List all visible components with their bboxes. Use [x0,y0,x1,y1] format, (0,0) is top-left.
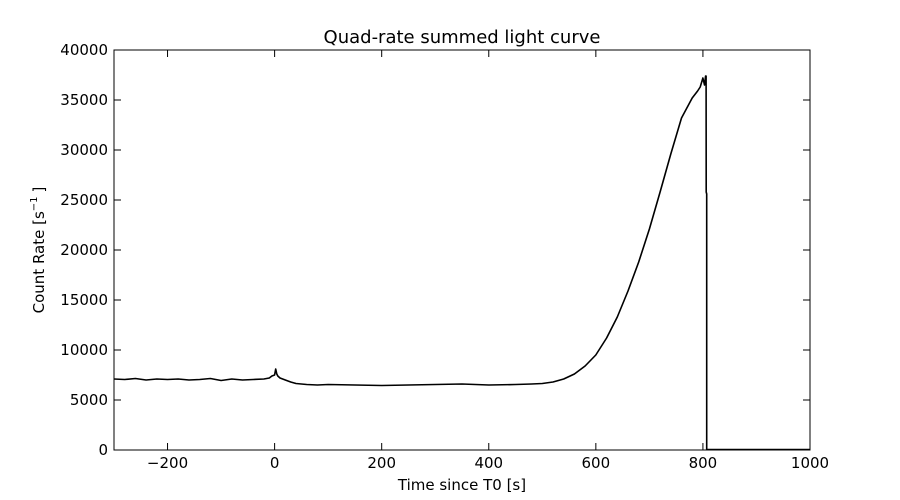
plot-area [113,75,810,451]
x-axis: −200 0 200 400 600 800 1000 [147,50,829,472]
y-tick-label: 10000 [60,341,108,359]
y-axis-title-main: Count Rate [s [30,211,48,313]
x-axis-title: Time since T0 [s] [397,476,526,494]
y-tick-label: 40000 [60,41,108,59]
x-tick-label: −200 [147,454,188,472]
y-tick-label: 0 [98,441,108,459]
chart-title: Quad-rate summed light curve [324,27,601,48]
x-tick-label: 1000 [791,454,829,472]
y-axis-title: Count Rate [s−1] [29,187,48,314]
y-axis-title-exponent: −1 [29,196,40,211]
x-tick-label: 0 [270,454,280,472]
x-tick-label: 800 [689,454,718,472]
y-axis-title-tail: ] [30,187,48,193]
y-tick-label: 20000 [60,241,108,259]
y-tick-label: 15000 [60,291,108,309]
x-tick-label: 200 [367,454,396,472]
y-tick-label: 25000 [60,191,108,209]
x-tick-label: 600 [582,454,611,472]
y-axis: 0 5000 10000 15000 20000 25000 30000 35000 40000 [60,41,810,459]
y-tick-label: 5000 [70,391,108,409]
y-tick-label: 35000 [60,91,108,109]
x-tick-label: 400 [474,454,503,472]
series-line-0 [113,75,810,451]
y-tick-label: 30000 [60,141,108,159]
